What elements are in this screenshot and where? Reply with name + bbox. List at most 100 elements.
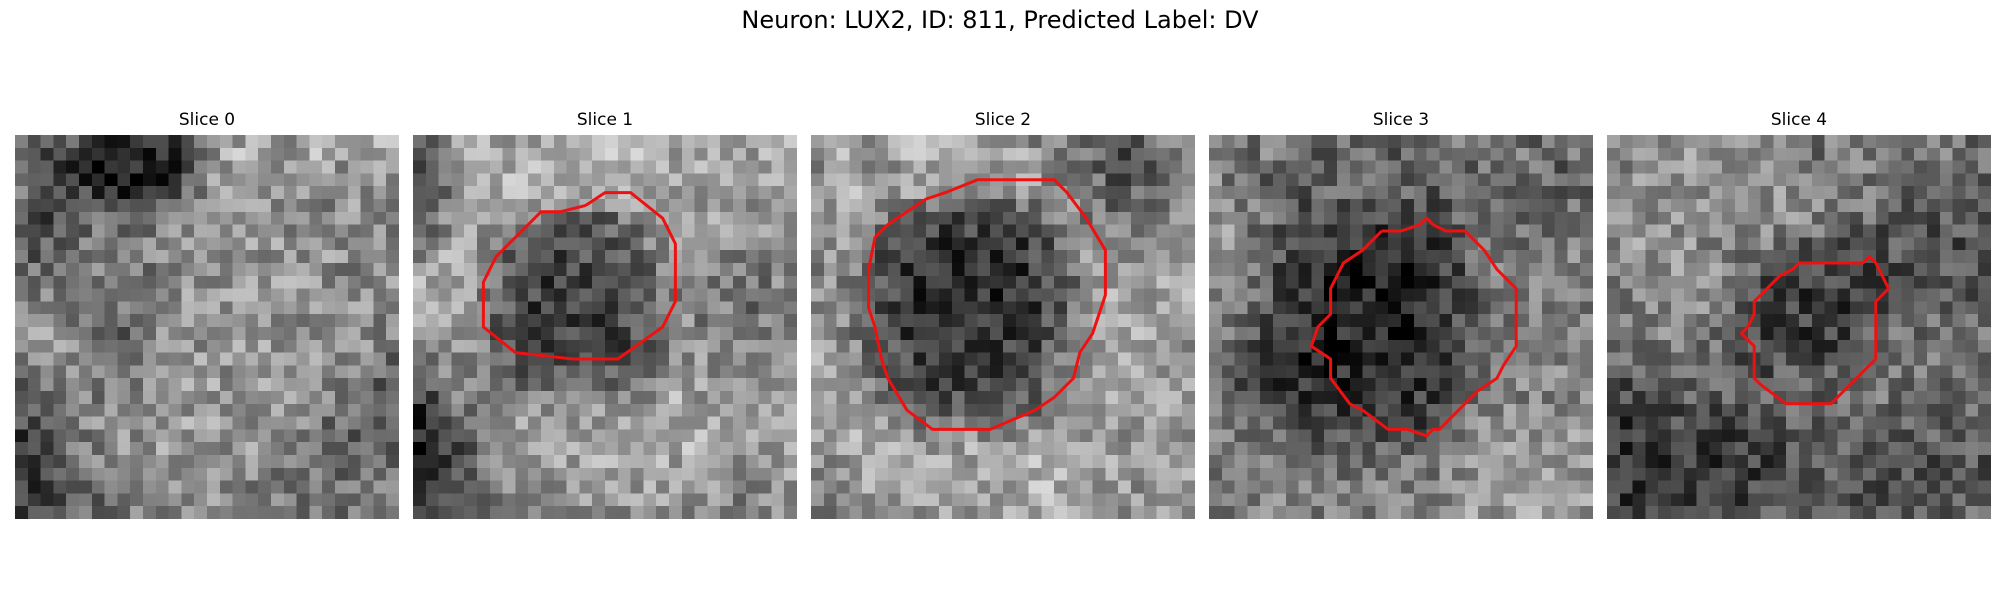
pixel (15, 224, 29, 238)
pixel (1709, 186, 1723, 200)
pixel (1260, 352, 1274, 366)
pixel (296, 467, 310, 482)
pixel (990, 301, 1004, 315)
pixel (553, 186, 568, 200)
pixel (900, 160, 914, 174)
pixel (1169, 135, 1183, 149)
pixel (1156, 352, 1170, 366)
pixel (811, 135, 825, 149)
pixel (1503, 237, 1517, 251)
pixel (27, 480, 42, 494)
pixel (413, 339, 427, 354)
pixel (1696, 173, 1710, 187)
pixel (1477, 403, 1492, 418)
pixel (258, 224, 272, 238)
pixel (694, 339, 708, 354)
pixel (53, 301, 67, 315)
pixel (1927, 314, 1941, 328)
pixel (207, 135, 221, 149)
pixel (566, 378, 580, 392)
pixel (515, 391, 529, 405)
pixel (1503, 250, 1517, 264)
pixel (1619, 160, 1634, 174)
pixel (553, 416, 568, 430)
pixel (605, 480, 619, 494)
pixel (181, 275, 195, 290)
pixel (1362, 186, 1376, 200)
pixel (1234, 429, 1248, 443)
pixel (66, 339, 80, 354)
pixel (875, 211, 889, 226)
pixel (1888, 199, 1902, 213)
pixel (168, 442, 182, 456)
pixel (745, 391, 760, 405)
pixel (1671, 186, 1685, 200)
pixel (1965, 186, 1979, 200)
slice-title: Slice 1 (576, 110, 634, 130)
pixel (1054, 314, 1068, 328)
pixel (143, 147, 157, 162)
pixel (143, 442, 157, 456)
pixel (1965, 467, 1979, 482)
pixel (1131, 442, 1145, 456)
pixel (771, 135, 785, 149)
pixel (386, 480, 399, 494)
pixel (1722, 365, 1736, 379)
pixel (1131, 378, 1145, 392)
pixel (1067, 442, 1081, 456)
pixel (939, 250, 953, 264)
pixel (91, 199, 106, 213)
pixel (1952, 288, 1966, 302)
pixel (1079, 301, 1094, 315)
pixel (681, 160, 696, 174)
pixel (1978, 493, 1991, 507)
pixel (758, 493, 772, 507)
pixel (438, 173, 452, 187)
pixel (91, 391, 106, 405)
pixel (951, 416, 966, 430)
pixel (758, 403, 772, 418)
pixel (1811, 493, 1826, 507)
pixel (1824, 275, 1838, 290)
pixel (1337, 352, 1351, 366)
pixel (990, 506, 1004, 519)
pixel (1143, 506, 1158, 519)
pixel (1901, 480, 1915, 494)
pixel (1811, 314, 1826, 328)
pixel (566, 301, 580, 315)
pixel (1939, 493, 1954, 507)
pixel (1567, 391, 1581, 405)
pixel (862, 199, 876, 213)
pixel (502, 301, 516, 315)
pixel (502, 211, 516, 226)
pixel (245, 301, 259, 315)
pixel (232, 237, 246, 251)
pixel (1863, 275, 1877, 290)
pixel (477, 429, 491, 443)
slice-title: Slice 3 (1372, 110, 1430, 130)
pixel (964, 506, 978, 519)
pixel (1760, 391, 1774, 405)
pixel (964, 339, 978, 354)
pixel (271, 352, 285, 366)
pixel (1067, 339, 1081, 354)
pixel (464, 237, 478, 251)
pixel (1709, 211, 1723, 226)
pixel (1863, 314, 1877, 328)
pixel (977, 211, 991, 226)
pixel (1413, 186, 1428, 200)
pixel (1658, 199, 1672, 213)
pixel (1529, 327, 1543, 341)
pixel (1439, 327, 1453, 341)
pixel (296, 403, 310, 418)
pixel (1927, 352, 1941, 366)
pixel (155, 391, 170, 405)
pixel (207, 314, 221, 328)
pixel (745, 442, 760, 456)
pixel (425, 493, 440, 507)
pixel (1747, 173, 1762, 187)
pixel (1247, 275, 1261, 290)
pixel (1619, 211, 1634, 226)
pixel (862, 429, 876, 443)
pixel (1516, 352, 1530, 366)
